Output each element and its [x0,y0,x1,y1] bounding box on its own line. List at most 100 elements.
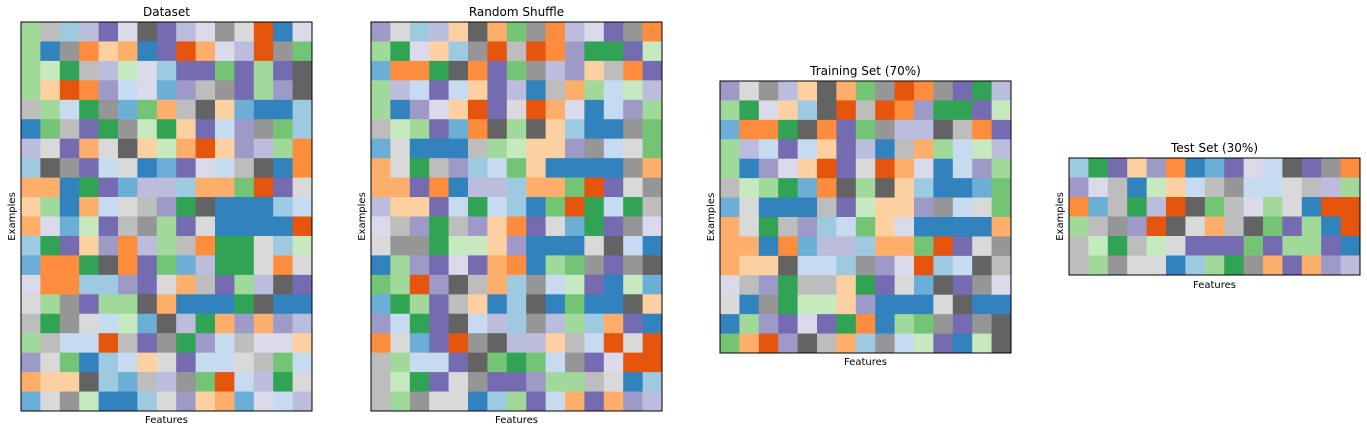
heatmap-cell [1146,216,1167,237]
heatmap-cell [817,314,837,334]
heatmap-cell [797,178,818,198]
heatmap-cell [40,313,61,334]
heatmap-cell [855,217,876,237]
heatmap-cell [429,255,449,276]
heatmap-cell [487,41,508,62]
heatmap-cell [526,99,546,120]
heatmap-cell [720,236,740,257]
heatmap-cell [98,80,119,101]
heatmap-cell [292,22,313,42]
heatmap-cell [1185,177,1206,198]
heatmap-cell [390,99,411,120]
heatmap-cell [215,138,235,159]
heatmap-cell [584,255,605,276]
heatmap-cell [176,158,196,178]
heatmap-cell [720,158,740,179]
heatmap-cell [1263,216,1283,237]
heatmap-cell [371,372,391,392]
heatmap-cell [797,81,818,101]
heatmap-cell [739,81,760,101]
heatmap-cells-random-shuffle [371,22,663,412]
heatmap-cell [565,372,585,392]
heatmap-cell [914,255,934,276]
heatmap-cell [215,294,235,315]
heatmap-cell [526,60,546,81]
heatmap-cell [292,60,313,81]
heatmap-cell [623,372,643,392]
heatmap-cell [584,22,605,42]
heatmap-cell [234,313,255,334]
heatmap-cell [506,197,527,217]
heatmap-cell [797,236,818,257]
heatmap-cell [739,178,760,198]
heatmap-cell [875,178,895,198]
heatmap-cell [98,294,119,315]
heatmap-cell [292,99,313,120]
heatmap-cell [59,372,80,392]
heatmap-cell [448,216,469,237]
heatmap-cell [429,274,449,295]
heatmap-cell [952,294,973,315]
heatmap-cell [720,139,740,160]
heatmap-cell [253,119,274,140]
heatmap-cell [429,216,449,237]
heatmap-cell [195,372,216,392]
heatmap-cell [253,216,274,237]
heatmap-cell [59,60,80,81]
heatmap-cell [894,139,915,160]
heatmap-cell [603,158,624,178]
heatmap-cell [409,22,430,42]
heatmap-cell [1340,236,1361,256]
heatmap-cell [79,22,99,42]
heatmap-cell [1069,177,1089,198]
heatmap-cell [642,41,663,62]
heatmap-cell [156,313,177,334]
heatmap-cell [21,294,41,315]
heatmap-cell [584,294,605,315]
heatmap-cell [875,100,895,121]
heatmap-cell [1127,197,1147,217]
heatmap-cell [972,217,992,237]
heatmap-cell [797,119,818,140]
heatmap-cell [1340,216,1361,237]
heatmap-cell [545,294,566,315]
heatmap-cell [1224,255,1244,276]
heatmap-cell [603,60,624,81]
heatmap-cell [565,197,585,217]
heatmap-cell [79,41,99,62]
heatmap-cell [448,235,469,256]
heatmap-cell [390,352,411,373]
heatmap-cell [642,391,663,412]
heatmap-cell [778,255,798,276]
heatmap-cell [468,119,488,140]
heatmap-cell [1321,255,1341,276]
heatmap-cell [565,177,585,198]
heatmap-cell [603,99,624,120]
heatmap-cell [720,294,740,315]
heatmap-cell [40,352,61,373]
heatmap-cell [59,177,80,198]
heatmap-cell [1146,197,1167,217]
heatmap-cell [234,177,255,198]
heatmap-cell [409,41,430,62]
heatmap-cell [623,294,643,315]
heatmap-cell [603,177,624,198]
heatmap-cell [98,158,119,178]
heatmap-cell [487,352,508,373]
heatmap-cell [642,255,663,276]
heatmap-cell [526,313,546,334]
heatmap-cell [565,80,585,101]
heatmap-cell [1127,158,1147,178]
heatmap-cell [156,235,177,256]
heatmap-cell [98,99,119,120]
heatmap-cell [468,41,488,62]
heatmap-cell [642,352,663,373]
heatmap-cell [468,177,488,198]
heatmap-cell [118,138,138,159]
heatmap-cell [429,177,449,198]
heatmap-cell [215,391,235,412]
heatmap-cell [429,197,449,217]
heatmap-cell [758,197,779,218]
heatmap-cell [156,22,177,42]
heatmap-cell [371,391,391,412]
